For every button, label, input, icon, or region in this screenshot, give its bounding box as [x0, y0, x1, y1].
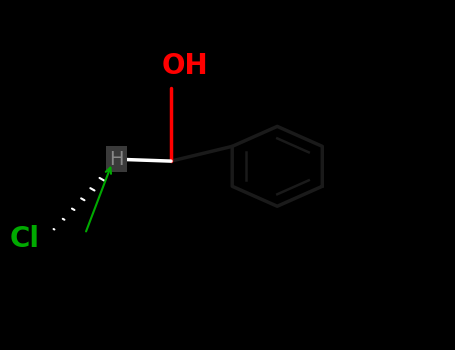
Text: H: H [110, 150, 124, 169]
Text: OH: OH [161, 51, 208, 79]
Text: Cl: Cl [10, 225, 40, 253]
